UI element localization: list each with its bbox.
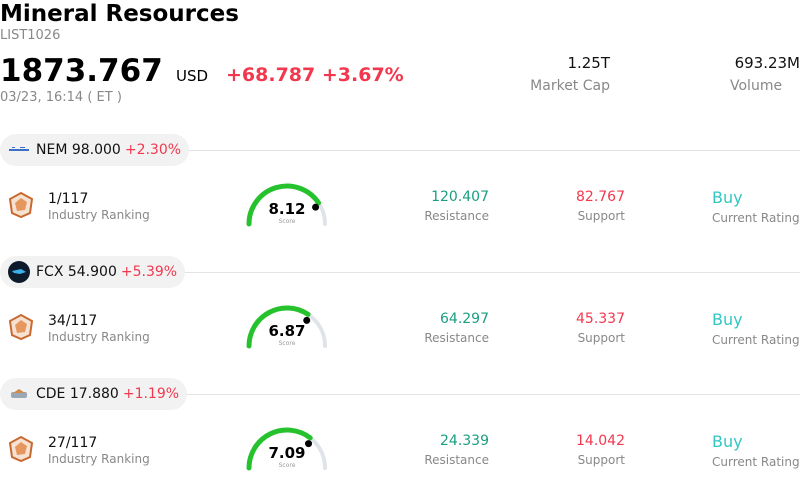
score-gauge-marker [305,440,313,448]
stock-chip[interactable]: FCX 54.900 +5.39% [0,256,186,288]
resistance-value: 64.297 [440,311,489,327]
change-value: +68.787 [226,64,316,86]
resistance-label: Resistance [424,453,489,467]
industry-rank-label: Industry Ranking [48,330,150,344]
support-value: 14.042 [576,433,625,449]
rating-value: Buy [712,310,743,329]
company-logo-icon [8,383,30,405]
rating-label: Current Rating [712,333,800,347]
rating-label: Current Rating [712,211,800,225]
ticker-change-percent: +2.30% [124,142,182,158]
score-label: Score [278,462,296,469]
ranking-badge-icon [7,313,35,341]
score-value: 6.87 [268,322,306,340]
resistance-label: Resistance [424,209,489,223]
support-label: Support [577,331,625,345]
company-logo-icon [8,139,30,161]
industry-rank: 27/117 [48,435,98,451]
currency-label: USD [176,67,209,85]
support-value: 45.337 [576,311,625,327]
volume-value: 693.23M [734,54,800,72]
industry-rank: 1/117 [48,191,89,207]
ticker-price: FCX 54.900 [36,264,117,280]
last-price: 1873.767 [0,53,163,89]
price-change: +68.787 +3.67% [226,64,404,86]
score-gauge-fill [246,183,322,227]
page-title: Mineral Resources [0,1,239,27]
industry-rank-label: Industry Ranking [48,452,150,466]
score-gauge-fill [246,305,311,349]
support-label: Support [577,453,625,467]
ranking-badge-icon [7,191,35,219]
support-label: Support [577,209,625,223]
rating-label: Current Rating [712,455,800,469]
score-value: 7.09 [268,444,306,462]
stock-chip[interactable]: NEM 98.000 +2.30% [0,134,190,166]
resistance-value: 120.407 [431,189,489,205]
volume-label: Volume [730,78,783,94]
score-gauge [246,427,327,471]
rating-value: Buy [712,188,743,207]
score-gauge [246,305,327,349]
stock-chip[interactable]: CDE 17.880 +1.19% [0,378,188,410]
company-logo-icon [8,261,30,283]
score-gauge-fill [246,427,313,471]
market-cap-value: 1.25T [567,54,610,72]
rating-value: Buy [712,432,743,451]
ticker-price: CDE 17.880 [36,386,119,402]
section-divider [0,150,800,151]
timestamp: 03/23, 16:14 ( ET ) [0,90,122,105]
score-gauge-marker [312,203,320,211]
ticker-change-percent: +5.39% [120,264,178,280]
score-value: 8.12 [268,200,306,218]
change-percent: +3.67% [321,64,404,86]
score-gauge-marker [303,316,311,324]
resistance-label: Resistance [424,331,489,345]
ticker-change-percent: +1.19% [122,386,180,402]
industry-rank-label: Industry Ranking [48,208,150,222]
score-label: Score [278,340,296,347]
market-cap-label: Market Cap [530,78,610,94]
industry-rank: 34/117 [48,313,98,329]
symbol-code: LIST1026 [0,28,61,43]
ranking-badge-icon [7,435,35,463]
section-divider [0,394,800,395]
resistance-value: 24.339 [440,433,489,449]
section-divider [0,272,800,273]
support-value: 82.767 [576,189,625,205]
score-label: Score [278,218,296,225]
score-gauge [246,183,327,227]
ticker-price: NEM 98.000 [36,142,121,158]
